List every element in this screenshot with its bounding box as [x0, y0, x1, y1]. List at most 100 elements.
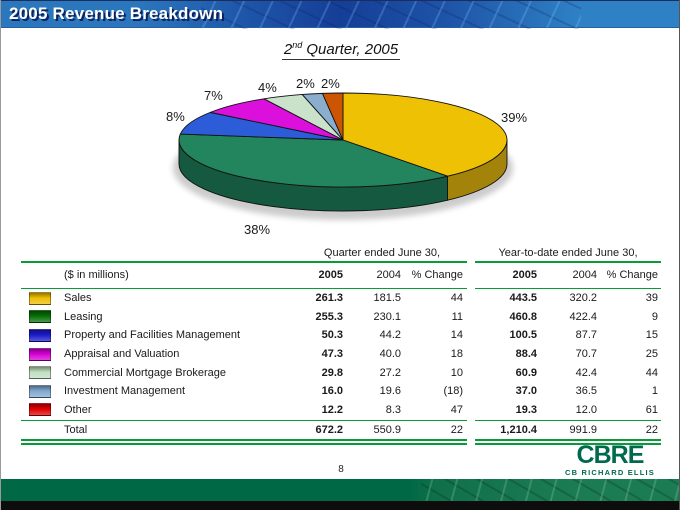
- cell-value: 12.0: [575, 403, 597, 416]
- table-row: Sales 261.3 181.5 44 443.5 320.2 39: [21, 289, 665, 308]
- legend-swatch: [29, 384, 51, 398]
- cell-value: 25: [645, 348, 658, 361]
- table-body: Sales 261.3 181.5 44 443.5 320.2 39 Leasing 255.…: [21, 289, 665, 419]
- cell-value: 9: [651, 310, 658, 323]
- table-row: Property and Facilities Management 50.3 44…: [21, 326, 665, 345]
- cell-value: 12.2: [321, 403, 343, 416]
- cell-value: 230.1: [373, 310, 401, 323]
- cbre-logo-subtext: CB RICHARD ELLIS: [564, 468, 655, 477]
- col-header-qchange: % Change: [411, 269, 463, 281]
- cell-value: 16.0: [321, 385, 343, 398]
- col-header-y2004: 2004: [572, 269, 597, 281]
- row-label: Property and Facilities Management: [64, 329, 241, 342]
- row-label: Appraisal and Valuation: [64, 348, 180, 361]
- slice-label-leasing: 38%: [244, 222, 271, 237]
- cell-value: 88.4: [515, 348, 537, 361]
- cell-value: 47: [450, 403, 463, 416]
- cell-value: 11: [451, 310, 463, 323]
- col-header-ychange: % Change: [606, 269, 658, 281]
- cell-value: 19.3: [515, 403, 537, 416]
- cell-value: 255.3: [315, 310, 343, 323]
- cell-value: 22: [645, 423, 658, 436]
- cell-value: 443.5: [509, 292, 537, 305]
- slice-label-im: 2%: [296, 76, 315, 91]
- cell-value: 1: [651, 385, 658, 398]
- footer-band-pattern: [421, 479, 679, 501]
- cell-value: 460.8: [509, 310, 537, 323]
- cell-value: 61: [645, 403, 658, 416]
- row-label: Sales: [64, 292, 92, 305]
- slice-label-cmb: 4%: [258, 80, 277, 95]
- col-header-q2005: 2005: [318, 269, 343, 281]
- legend-swatch: [29, 310, 51, 324]
- cell-value: 87.7: [575, 329, 597, 342]
- pie-chart: [173, 92, 513, 220]
- table-rule-under-headers: [21, 288, 665, 289]
- cell-value: 18: [450, 348, 463, 361]
- cell-value: 181.5: [373, 292, 401, 305]
- row-label: Commercial Mortgage Brokerage: [64, 366, 227, 379]
- cell-value: 47.3: [321, 348, 343, 361]
- col-header-unit: ($ in millions): [64, 269, 129, 281]
- row-label: Other: [64, 403, 92, 416]
- table-row: Appraisal and Valuation 47.3 40.0 18 88.4 70.…: [21, 345, 665, 364]
- table-group-header-row: Quarter ended June 30, Year-to-date ende…: [21, 246, 665, 260]
- footer-band: [1, 479, 679, 501]
- cell-value: 19.6: [379, 385, 401, 398]
- cell-value: 1,210.4: [500, 423, 537, 436]
- title-bar: 2005 Revenue Breakdown: [1, 0, 679, 29]
- cell-value: 100.5: [509, 329, 537, 342]
- legend-swatch: [29, 347, 51, 361]
- cbre-logo: CBRE CB RICHARD ELLIS: [565, 443, 655, 477]
- cell-value: 44.2: [379, 329, 401, 342]
- cell-value: 15: [645, 329, 658, 342]
- cell-value: 320.2: [569, 292, 597, 305]
- cell-value: 422.4: [569, 310, 597, 323]
- group-header-quarter: Quarter ended June 30,: [323, 247, 441, 259]
- slice-label-pfm: 8%: [166, 109, 185, 124]
- total-row: Total 672.2 550.9 22 1,210.4 991.9 22: [21, 421, 665, 438]
- cell-value: 672.2: [315, 423, 343, 436]
- cell-value: 37.0: [515, 385, 537, 398]
- table-total-slot: Total 672.2 550.9 22 1,210.4 991.9 22: [21, 421, 665, 438]
- cell-value: 14: [450, 329, 463, 342]
- table-row: Investment Management 16.0 19.6 (18) 37.0 36.…: [21, 382, 665, 401]
- slice-label-appraisal: 7%: [204, 88, 223, 103]
- table-row: Commercial Mortgage Brokerage 29.8 27.2 10 6…: [21, 363, 665, 382]
- row-label: Leasing: [64, 310, 103, 323]
- cell-value: 22: [450, 423, 463, 436]
- slice-label-sales: 39%: [501, 110, 528, 125]
- pie-slice-other: [321, 92, 344, 141]
- slice-label-other: 2%: [321, 76, 340, 91]
- cell-value: 40.0: [379, 348, 401, 361]
- pie-slice-leasing: [178, 133, 448, 188]
- legend-swatch: [29, 403, 51, 417]
- legend-swatch: [29, 366, 51, 380]
- bottom-strip: [1, 501, 679, 510]
- cell-value: 44: [645, 366, 658, 379]
- title-bar-pattern: [201, 1, 581, 29]
- table-row: Leasing 255.3 230.1 11 460.8 422.4 9: [21, 308, 665, 327]
- group-header-ytd: Year-to-date ended June 30,: [498, 247, 638, 259]
- cell-value: 50.3: [321, 329, 343, 342]
- cell-value: (18): [443, 385, 463, 398]
- row-label: Total: [64, 423, 88, 436]
- table-rule-above-total: [21, 420, 665, 422]
- cell-value: 29.8: [321, 366, 343, 379]
- cell-value: 10: [450, 366, 463, 379]
- cell-value: 261.3: [315, 292, 343, 305]
- chart-title-text: 2nd Quarter, 2005: [281, 40, 401, 60]
- legend-swatch: [29, 291, 51, 305]
- cbre-logo-mark: CBRE: [576, 441, 645, 469]
- row-label: Investment Management: [64, 385, 186, 398]
- page-number: 8: [338, 464, 344, 475]
- table-row: Other 12.2 8.3 47 19.3 12.0 61: [21, 401, 665, 420]
- cell-value: 36.5: [575, 385, 597, 398]
- col-header-q2004: 2004: [376, 269, 401, 281]
- cell-value: 27.2: [379, 366, 401, 379]
- cell-value: 42.4: [575, 366, 597, 379]
- col-header-y2005: 2005: [512, 269, 537, 281]
- revenue-table: Quarter ended June 30, Year-to-date ende…: [21, 246, 665, 446]
- table-rule-top: [21, 261, 665, 263]
